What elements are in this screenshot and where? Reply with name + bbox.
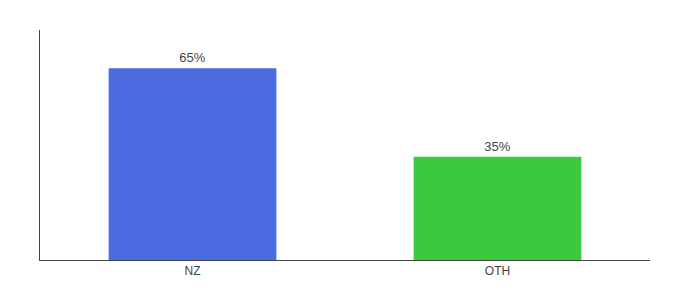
svg-text:NZ: NZ bbox=[185, 264, 201, 278]
svg-text:65%: 65% bbox=[179, 50, 205, 65]
svg-text:OTH: OTH bbox=[485, 264, 510, 278]
svg-text:35%: 35% bbox=[484, 139, 510, 154]
